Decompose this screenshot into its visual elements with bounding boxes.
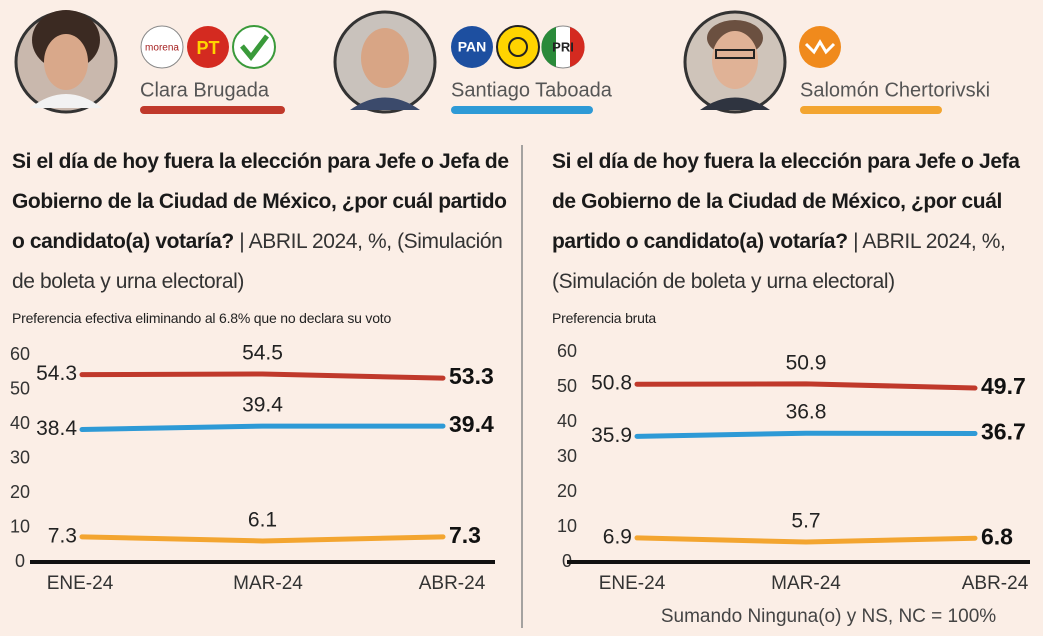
axis-note: Preferencia bruta [552, 310, 656, 326]
data-label: 6.1 [248, 509, 277, 532]
chart-subtitle: | ABRIL 2024, %, (Simulación de boleta y… [552, 230, 1006, 293]
y-tick-label: 20 [10, 482, 30, 502]
x-tick-label: MAR-24 [233, 573, 303, 594]
y-tick-label: 30 [557, 446, 577, 466]
party-logo: PAN [451, 26, 493, 68]
chart-title: Si el día de hoy fuera la elección para … [552, 150, 1020, 253]
legend-swatch [800, 106, 942, 114]
data-label: 50.9 [786, 351, 827, 374]
legend-label: Clara Brugada [140, 79, 270, 101]
data-label: 54.3 [36, 362, 77, 385]
candidate-photo [333, 10, 437, 114]
party-logo [799, 26, 841, 68]
x-tick-label: MAR-24 [771, 573, 841, 594]
legend-label: Salomón Chertorivski [800, 79, 990, 101]
party-label: PAN [458, 39, 487, 55]
series-line [79, 534, 446, 544]
series-line [634, 381, 978, 391]
candidate-photo [683, 10, 787, 114]
series-line [79, 371, 446, 381]
data-label: 39.4 [449, 411, 494, 437]
party-logo [496, 25, 540, 69]
party-label: PT [196, 38, 219, 58]
x-tick-label: ENE-24 [599, 573, 666, 594]
data-label: 7.3 [48, 524, 77, 547]
y-tick-label: 60 [10, 344, 30, 364]
data-label: 5.7 [791, 510, 820, 533]
series-line [634, 430, 978, 439]
y-tick-label: 0 [15, 551, 25, 571]
x-tick-label: ENE-24 [47, 573, 114, 594]
y-tick-label: 10 [10, 516, 30, 536]
chart-title-block: Si el día de hoy fuera la elección para … [12, 142, 517, 302]
data-label: 6.8 [981, 523, 1013, 549]
y-tick-label: 10 [557, 516, 577, 536]
party-logo: PT [187, 26, 229, 68]
y-tick-label: 30 [10, 447, 30, 467]
party-logo: morena [140, 25, 184, 69]
candidate-photo [14, 10, 118, 114]
party-logo [232, 25, 276, 69]
data-label: 35.9 [591, 424, 632, 447]
data-label: 54.5 [242, 342, 283, 365]
chart-subtitle: | ABRIL 2024, %, (Simulación de boleta y… [12, 230, 503, 293]
data-label: 6.9 [603, 525, 632, 548]
party-label: PRI [552, 39, 574, 54]
data-label: 53.3 [449, 363, 494, 389]
data-label: 39.4 [242, 394, 283, 417]
legend-swatch [140, 106, 285, 114]
data-label: 7.3 [449, 522, 481, 548]
y-tick-label: 40 [10, 413, 30, 433]
data-label: 36.7 [981, 419, 1026, 445]
chart-title-block: Si el día de hoy fuera la elección para … [552, 142, 1022, 302]
x-tick-label: ABR-24 [419, 573, 486, 594]
legend-swatch [451, 106, 593, 114]
party-label: morena [145, 43, 179, 54]
axis-note: Preferencia efectiva eliminando al 6.8% … [12, 310, 392, 326]
series-line [634, 535, 978, 545]
chart-title: Si el día de hoy fuera la elección para … [12, 150, 509, 253]
y-tick-label: 50 [557, 376, 577, 396]
data-label: 50.8 [591, 372, 632, 395]
y-tick-label: 20 [557, 481, 577, 501]
legend-label: Santiago Taboada [451, 79, 613, 101]
series-line [79, 423, 446, 433]
data-label: 36.8 [786, 401, 827, 424]
y-tick-label: 40 [557, 411, 577, 431]
y-tick-label: 50 [10, 378, 30, 398]
party-logo: PRI [541, 25, 585, 69]
data-label: 49.7 [981, 373, 1026, 399]
x-tick-label: ABR-24 [962, 573, 1029, 594]
data-label: 38.4 [36, 417, 77, 440]
y-tick-label: 60 [557, 341, 577, 361]
footnote: Sumando Ninguna(o) y NS, NC = 100% [661, 606, 996, 627]
